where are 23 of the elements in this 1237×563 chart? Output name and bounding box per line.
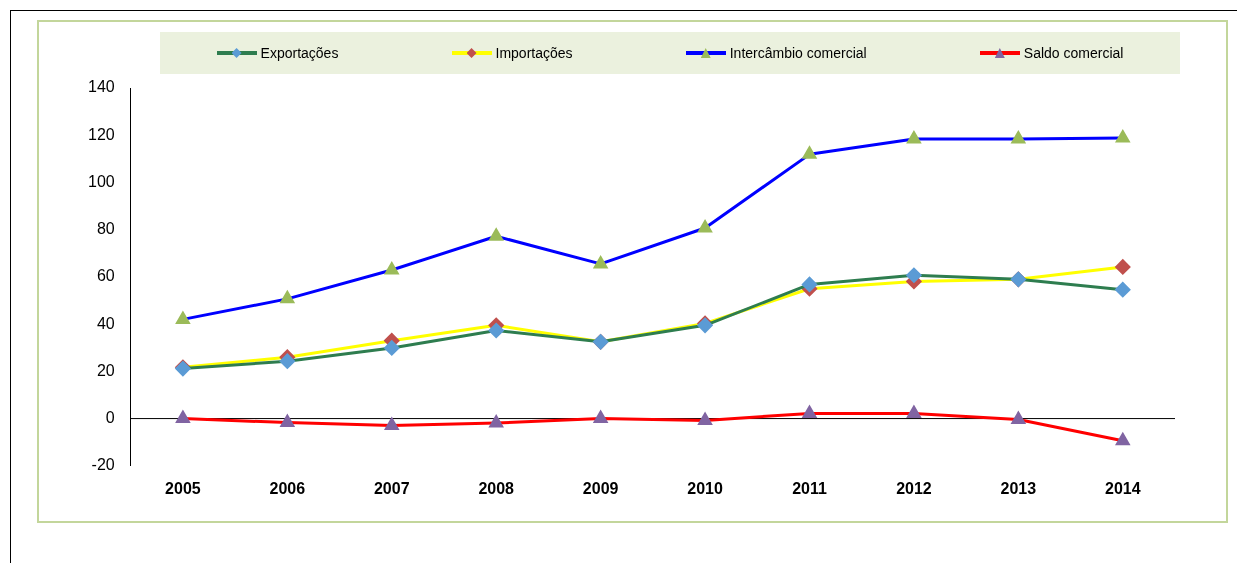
x-tick-label: 2008 [478, 479, 515, 497]
y-tick-label: 120 [87, 125, 115, 143]
legend-label: Saldo comercial [1023, 45, 1124, 61]
x-tick-label: 2005 [165, 479, 201, 497]
y-tick-label: 100 [87, 172, 115, 190]
x-tick-label: 2011 [792, 479, 827, 497]
x-tick-label: 2009 [582, 479, 619, 497]
legend-label: Intercâmbio comercial [729, 45, 867, 61]
x-tick-label: 2007 [373, 479, 410, 497]
x-tick-label: 2006 [269, 479, 306, 497]
y-tick-label: 60 [96, 267, 115, 285]
x-tick-label: 2013 [1000, 479, 1037, 497]
legend-label: Importações [495, 45, 573, 61]
y-tick-label: 0 [105, 408, 115, 426]
legend-label: Exportações [260, 45, 339, 61]
x-tick-label: 2010 [687, 479, 723, 497]
y-tick-label: 20 [96, 361, 115, 379]
x-tick-label: 2012 [896, 479, 932, 497]
x-tick-label: 2014 [1104, 479, 1141, 497]
y-tick-label: 140 [87, 78, 115, 96]
y-tick-label: 80 [96, 220, 115, 238]
y-tick-label: 40 [96, 314, 115, 332]
y-tick-label: -20 [91, 456, 115, 474]
